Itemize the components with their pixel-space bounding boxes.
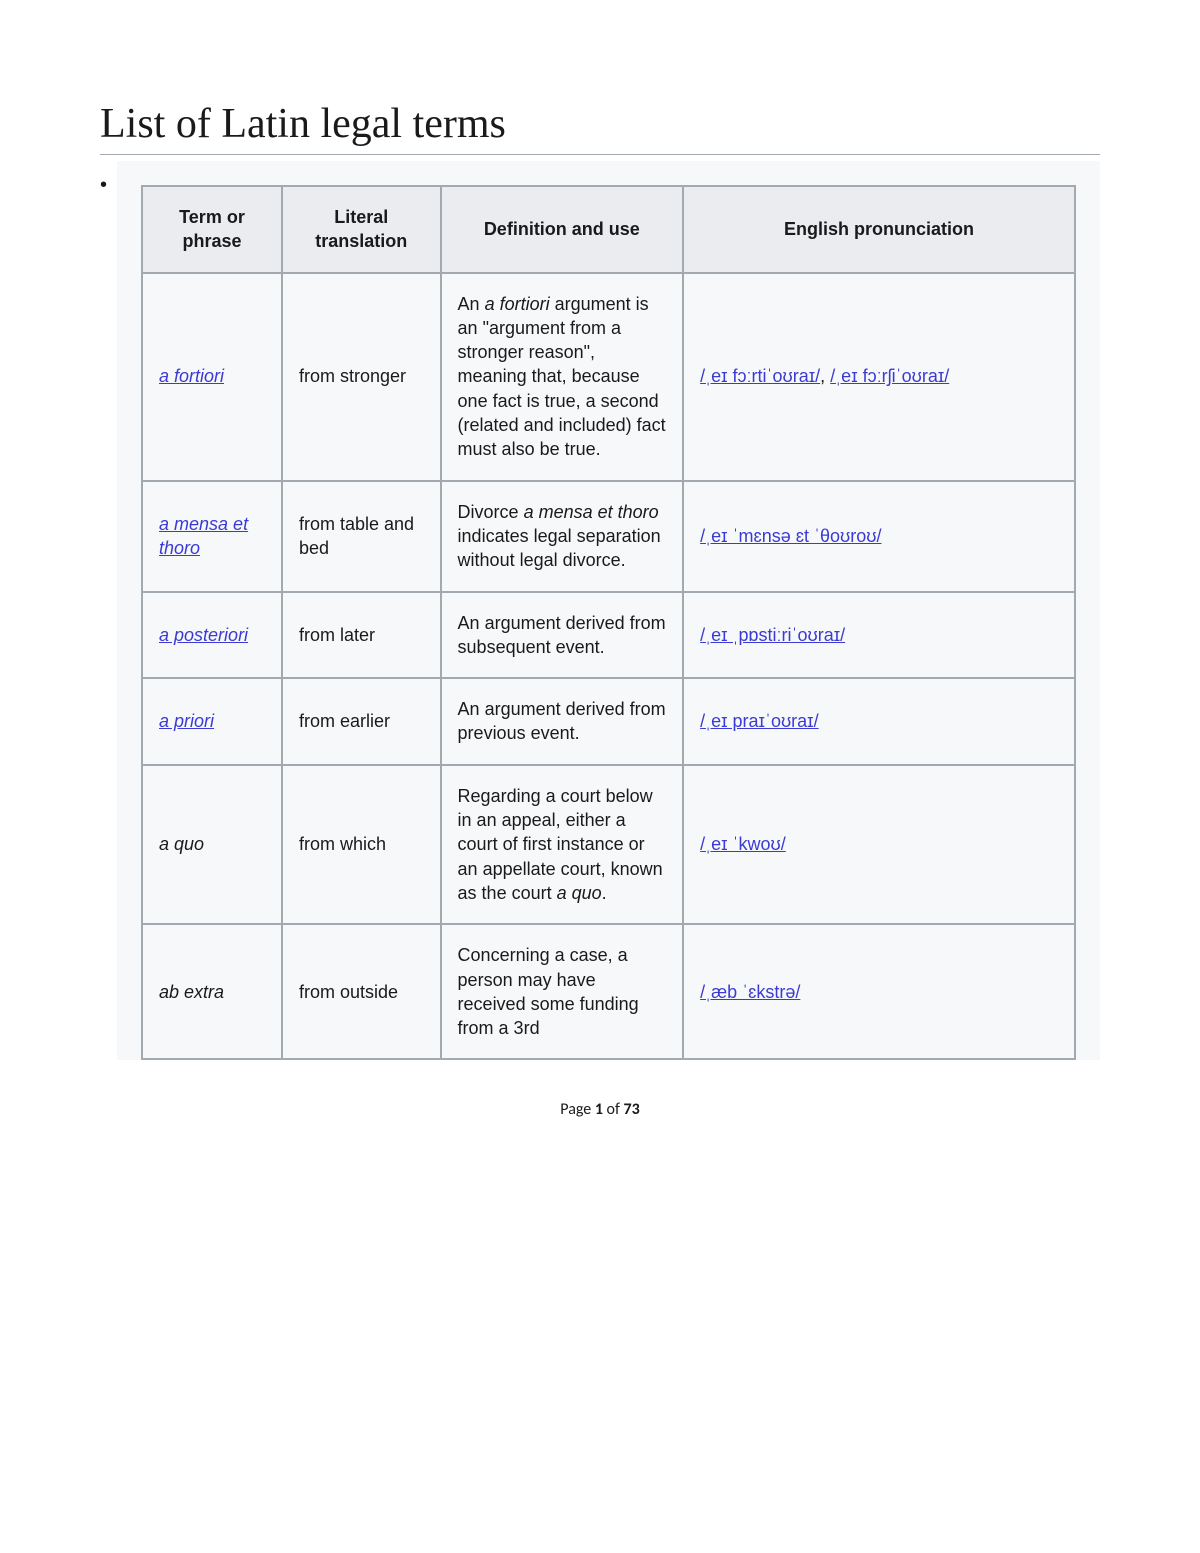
- table-row: a posteriorifrom laterAn argument derive…: [142, 592, 1075, 679]
- page-title: List of Latin legal terms: [100, 100, 1100, 155]
- document-page: List of Latin legal terms • Term or phra…: [0, 0, 1200, 1199]
- col-header-term: Term or phrase: [142, 186, 282, 273]
- cell-pronunciation[interactable]: /ˌeɪ fɔːrtiˈoʊraɪ/, /ˌeɪ fɔːrʃiˈoʊraɪ/: [683, 273, 1075, 481]
- cell-translation: from earlier: [282, 678, 441, 765]
- cell-definition: Concerning a case, a person may have rec…: [441, 924, 684, 1059]
- terms-table: Term or phrase Literal translation Defin…: [141, 185, 1076, 1060]
- cell-term[interactable]: a fortiori: [142, 273, 282, 481]
- footer-current-page: 1: [595, 1100, 603, 1119]
- cell-term[interactable]: a mensa et thoro: [142, 481, 282, 592]
- bullet-icon: •: [100, 175, 107, 195]
- cell-pronunciation[interactable]: /ˌeɪ ˌpɒstiːriˈoʊraɪ/: [683, 592, 1075, 679]
- cell-definition: An argument derived from previous event.: [441, 678, 684, 765]
- content-row: • Term or phrase Literal translation Def…: [100, 161, 1100, 1060]
- table-row: ab extrafrom outsideConcerning a case, a…: [142, 924, 1075, 1059]
- footer-prefix: Page: [560, 1100, 595, 1119]
- cell-term[interactable]: a priori: [142, 678, 282, 765]
- table-row: a mensa et thorofrom table and bedDivorc…: [142, 481, 1075, 592]
- cell-term[interactable]: ab extra: [142, 924, 282, 1059]
- cell-pronunciation[interactable]: /ˌeɪ praɪˈoʊraɪ/: [683, 678, 1075, 765]
- col-header-translation: Literal translation: [282, 186, 441, 273]
- cell-pronunciation[interactable]: /ˌeɪ ˈkwoʊ/: [683, 765, 1075, 924]
- cell-pronunciation[interactable]: /ˌæb ˈɛkstrə/: [683, 924, 1075, 1059]
- cell-pronunciation[interactable]: /ˌeɪ ˈmɛnsə ɛt ˈθoʊroʊ/: [683, 481, 1075, 592]
- table-header-row: Term or phrase Literal translation Defin…: [142, 186, 1075, 273]
- col-header-pronunciation: English pronunciation: [683, 186, 1075, 273]
- table-row: a fortiorifrom strongerAn a fortiori arg…: [142, 273, 1075, 481]
- cell-definition: Divorce a mensa et thoro indicates legal…: [441, 481, 684, 592]
- cell-translation: from outside: [282, 924, 441, 1059]
- cell-translation: from table and bed: [282, 481, 441, 592]
- table-row: a priorifrom earlierAn argument derived …: [142, 678, 1075, 765]
- cell-definition: Regarding a court below in an appeal, ei…: [441, 765, 684, 924]
- page-footer: Page 1 of 73: [100, 1100, 1100, 1159]
- cell-term[interactable]: a posteriori: [142, 592, 282, 679]
- col-header-definition: Definition and use: [441, 186, 684, 273]
- cell-definition: An argument derived from subsequent even…: [441, 592, 684, 679]
- cell-translation: from later: [282, 592, 441, 679]
- cell-translation: from which: [282, 765, 441, 924]
- cell-definition: An a fortiori argument is an "argument f…: [441, 273, 684, 481]
- footer-total-pages: 73: [624, 1100, 640, 1119]
- cell-term[interactable]: a quo: [142, 765, 282, 924]
- table-container: Term or phrase Literal translation Defin…: [117, 161, 1100, 1060]
- cell-translation: from stronger: [282, 273, 441, 481]
- table-row: a quofrom whichRegarding a court below i…: [142, 765, 1075, 924]
- footer-of: of: [603, 1100, 624, 1119]
